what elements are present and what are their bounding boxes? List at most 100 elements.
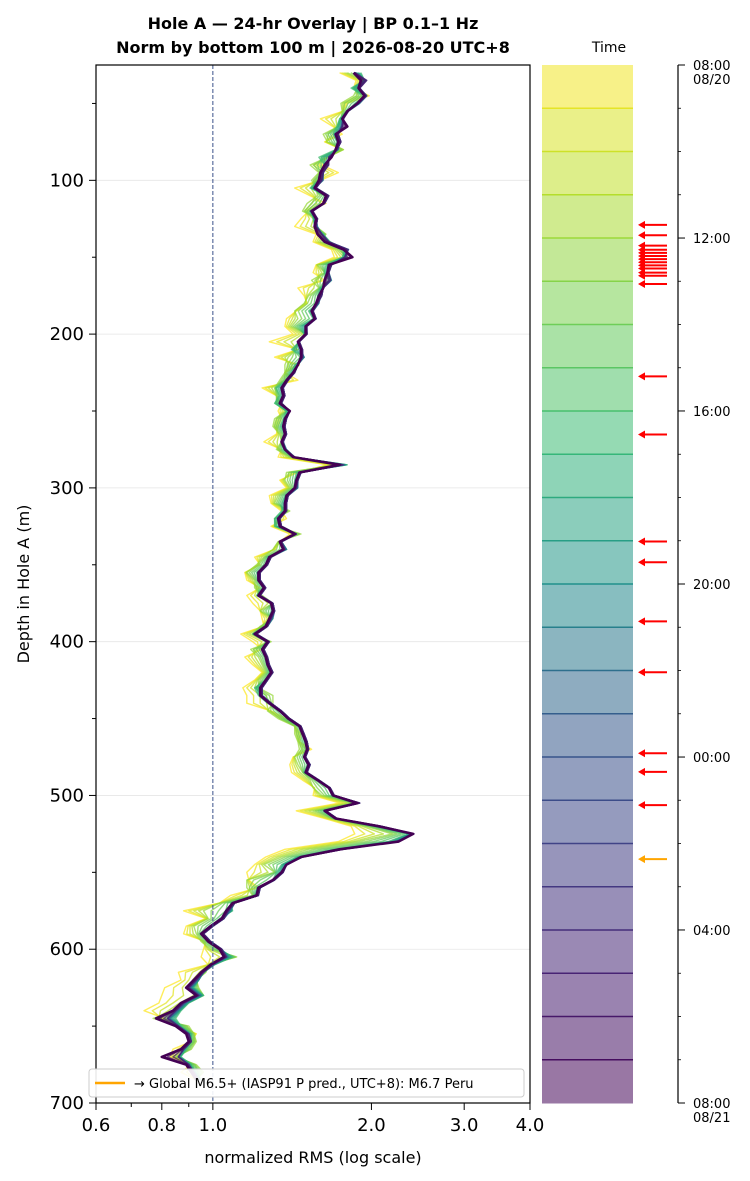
colorbar-title: Time bbox=[591, 40, 626, 56]
event-arrow-head bbox=[638, 617, 645, 626]
x-tick-label: 0.8 bbox=[147, 1115, 176, 1136]
chart-title-line2: Norm by bottom 100 m | 2026-08-20 UTC+8 bbox=[116, 38, 510, 58]
event-arrow bbox=[638, 767, 667, 776]
y-tick-label: 500 bbox=[50, 785, 84, 806]
y-tick-label: 100 bbox=[50, 170, 84, 191]
colorbar-band bbox=[542, 367, 633, 412]
colorbar-band bbox=[542, 540, 633, 585]
colorbar-band bbox=[542, 281, 633, 325]
event-arrow-global bbox=[638, 855, 667, 864]
colorbar-band bbox=[542, 324, 633, 369]
event-arrow-head bbox=[638, 537, 645, 546]
colorbar-band bbox=[542, 670, 633, 715]
colorbar-band bbox=[542, 411, 633, 455]
x-tick-label: 1.0 bbox=[199, 1115, 228, 1136]
legend-label: → Global M6.5+ (IASP91 P pred., UTC+8): … bbox=[134, 1077, 474, 1092]
colorbar-band bbox=[542, 843, 633, 888]
event-arrow-head bbox=[638, 749, 645, 758]
event-markers bbox=[638, 220, 667, 864]
time-tick-label: 00:00 bbox=[693, 751, 730, 766]
colorbar-band bbox=[542, 151, 633, 196]
x-axis: 0.6 0.8 1.0 2.0 3.0 4.0 bbox=[82, 1103, 545, 1136]
event-arrow-head bbox=[638, 558, 645, 567]
event-arrow bbox=[638, 668, 667, 677]
time-tick-label: 08:00 bbox=[693, 1097, 730, 1112]
main-plot: 0.6 0.8 1.0 2.0 3.0 4.0 100 200 300 400 500 600 700… bbox=[14, 64, 545, 1167]
colorbar-band bbox=[542, 713, 633, 758]
event-arrow-head bbox=[638, 372, 645, 381]
event-arrow-head bbox=[638, 220, 645, 229]
colorbar-band bbox=[542, 930, 633, 974]
time-axis: 08:0008/2012:0016:0020:0000:0004:0008:00… bbox=[677, 59, 730, 1126]
series-line bbox=[163, 72, 402, 1081]
y-tick-label: 400 bbox=[50, 632, 84, 653]
series-line bbox=[151, 72, 366, 1081]
series-line bbox=[152, 72, 393, 1081]
event-arrow-head bbox=[638, 231, 645, 240]
colorbar-band bbox=[542, 65, 633, 109]
event-arrow bbox=[638, 430, 667, 439]
time-tick-label: 12:00 bbox=[693, 232, 730, 247]
event-arrow bbox=[638, 749, 667, 758]
event-arrow-head bbox=[638, 430, 645, 439]
event-arrow bbox=[638, 280, 667, 289]
event-arrow-head bbox=[638, 801, 645, 810]
plot-frame bbox=[95, 64, 531, 1104]
colorbar-band bbox=[542, 800, 633, 844]
y-axis-label: Depth in Hole A (m) bbox=[14, 505, 33, 664]
event-arrow bbox=[638, 231, 667, 240]
y-axis: 100 200 300 400 500 600 700 bbox=[50, 102, 96, 1114]
colorbar-band bbox=[542, 627, 633, 671]
x-axis-label: normalized RMS (log scale) bbox=[204, 1148, 421, 1167]
event-arrow bbox=[638, 558, 667, 567]
colorbar-band bbox=[542, 584, 633, 628]
time-tick-label: 08:00 bbox=[693, 59, 730, 74]
time-tick-date: 08/21 bbox=[693, 1111, 730, 1126]
y-tick-label: 700 bbox=[50, 1093, 84, 1114]
time-tick-label: 16:00 bbox=[693, 405, 730, 420]
event-arrow bbox=[638, 372, 667, 381]
colorbar-band bbox=[542, 497, 633, 542]
colorbar-band bbox=[542, 757, 633, 801]
legend: → Global M6.5+ (IASP91 P pred., UTC+8): … bbox=[88, 1068, 525, 1098]
colorbar-band bbox=[542, 1059, 633, 1104]
event-arrow bbox=[638, 801, 667, 810]
series-line bbox=[158, 72, 375, 1081]
y-tick-label: 200 bbox=[50, 324, 84, 345]
event-arrow bbox=[638, 220, 667, 229]
y-tick-label: 300 bbox=[50, 478, 84, 499]
event-arrow bbox=[638, 537, 667, 546]
time-tick-label: 20:00 bbox=[693, 578, 730, 593]
series-line bbox=[143, 72, 370, 1081]
x-tick-label: 0.6 bbox=[82, 1115, 111, 1136]
time-ticks: 08:0008/2012:0016:0020:0000:0004:0008:00… bbox=[678, 59, 730, 1126]
event-arrow-global-head bbox=[638, 855, 645, 864]
event-arrow-head bbox=[638, 767, 645, 776]
x-tick-label: 2.0 bbox=[357, 1115, 386, 1136]
event-arrow-head bbox=[638, 668, 645, 677]
colorbar-band bbox=[542, 886, 633, 931]
colorbar-band bbox=[542, 973, 633, 1017]
y-tick-label: 600 bbox=[50, 939, 84, 960]
colorbar-band bbox=[542, 454, 633, 498]
colorbar-band bbox=[542, 108, 633, 152]
colorbar: Time bbox=[542, 40, 667, 1104]
series-line bbox=[154, 71, 415, 1081]
legend-box bbox=[88, 1068, 525, 1098]
event-arrow bbox=[638, 617, 667, 626]
series-line bbox=[155, 72, 385, 1081]
event-arrow-head bbox=[638, 280, 645, 289]
time-tick-date: 08/20 bbox=[693, 73, 730, 88]
colorbar-band bbox=[542, 1016, 633, 1061]
event-arrow-head bbox=[638, 271, 645, 280]
colorbar-bands bbox=[542, 65, 633, 1104]
colorbar-band bbox=[542, 194, 633, 239]
time-tick-label: 04:00 bbox=[693, 924, 730, 939]
x-tick-label: 4.0 bbox=[516, 1115, 545, 1136]
event-arrow bbox=[638, 271, 667, 280]
chart-title-line1: Hole A — 24-hr Overlay | BP 0.1–1 Hz bbox=[148, 14, 479, 34]
x-tick-label: 3.0 bbox=[450, 1115, 479, 1136]
colorbar-band bbox=[542, 238, 633, 282]
series-layer bbox=[143, 71, 415, 1081]
